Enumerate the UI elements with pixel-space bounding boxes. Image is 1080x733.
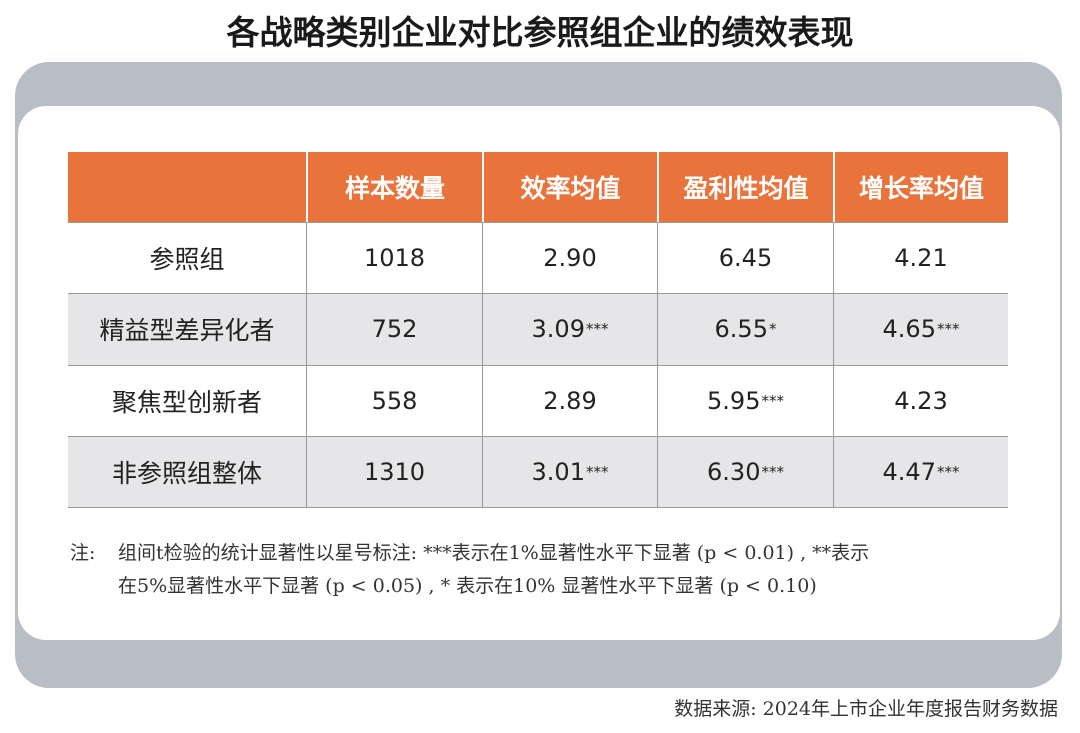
significance: * [768, 320, 777, 339]
cell-value: 6.55 [714, 315, 768, 344]
cell-value: 4.47 [882, 457, 936, 486]
table-cell: 4.65 *** [833, 293, 1008, 365]
significance: *** [936, 320, 960, 339]
significance: *** [936, 462, 960, 481]
header-cell: 效率均值 [482, 152, 657, 222]
table-cell: 4.21 [833, 222, 1008, 294]
table-cell: 6.45 [657, 222, 833, 294]
cell-value: 6.30 [707, 457, 761, 486]
table-cell: 3.01 *** [482, 435, 657, 507]
cell-value: 4.21 [894, 244, 948, 273]
table-cell: 6.55 * [657, 293, 833, 365]
header-cell [68, 152, 306, 222]
cell-value: 3.09 [531, 315, 585, 344]
source: 数据来源: 2024年上市企业年度报告财务数据 [674, 698, 1058, 720]
significance: *** [585, 320, 609, 339]
table-bottom-rule [68, 507, 1008, 508]
cell-value: 6.45 [718, 244, 773, 273]
table-cell: 2.90 [482, 222, 657, 294]
table-cell: 558 [306, 364, 482, 436]
significance: *** [585, 462, 609, 481]
table-cell: 5.95 *** [657, 364, 833, 436]
note-line: 组间t检验的统计显著性以星号标注: ***表示在1%显著性水平下显著 (p < … [118, 542, 870, 564]
significance: *** [761, 391, 784, 410]
table-cell: 3.09 *** [482, 293, 657, 365]
table-cell: 6.30 *** [657, 435, 833, 507]
table-cell: 4.23 [833, 364, 1008, 436]
table-cell: 1018 [306, 222, 482, 294]
table-cell: 1310 [306, 435, 482, 507]
cell-value: 3.01 [531, 457, 585, 486]
cell-value: 5.95 [707, 386, 761, 415]
header-cell: 盈利性均值 [657, 152, 833, 222]
table-cell: 4.47 *** [833, 435, 1008, 507]
cell-value: 4.23 [894, 386, 948, 415]
cell-value: 2.89 [543, 386, 597, 415]
row-label: 聚焦型创新者 [68, 364, 306, 436]
note-label: 注: [70, 542, 96, 564]
row-label: 参照组 [68, 222, 306, 294]
title: 各战略类别企业对比参照组企业的绩效表现 [226, 13, 854, 52]
note-line: 在5%显著性水平下显著 (p < 0.05) , * 表示在10% 显著性水平下… [118, 575, 817, 597]
cell-value: 2.90 [543, 244, 597, 273]
cell-value: 558 [371, 386, 418, 415]
header-cell: 样本数量 [306, 152, 482, 222]
cell-value: 4.65 [882, 315, 936, 344]
row-label: 精益型差异化者 [68, 293, 306, 365]
row-label: 非参照组整体 [68, 435, 306, 507]
header-cell: 增长率均值 [833, 152, 1008, 222]
significance: *** [761, 462, 784, 481]
cell-value: 752 [371, 315, 418, 344]
table-cell: 752 [306, 293, 482, 365]
cell-value: 1310 [363, 457, 426, 486]
table-cell: 2.89 [482, 364, 657, 436]
cell-value: 1018 [363, 244, 426, 273]
